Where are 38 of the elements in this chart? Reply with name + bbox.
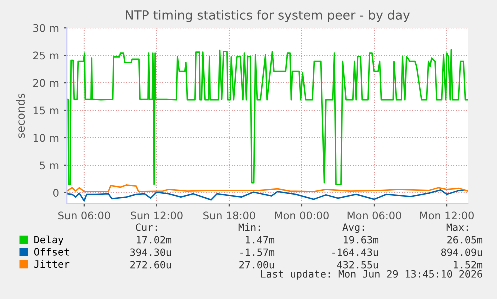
legend-label: Offset <box>34 248 70 256</box>
text: 894.09u <box>441 248 482 256</box>
legend-label: Jitter <box>34 260 70 268</box>
text: -1.57m <box>240 248 275 256</box>
x-tick-label: Mon 12:00 <box>420 212 474 220</box>
text: 26.05m <box>448 236 483 244</box>
line-series <box>67 189 468 202</box>
y-axis-title: seconds <box>16 94 26 138</box>
text: 27.00u <box>240 261 274 269</box>
x-tick-label: Sun 12:00 <box>131 212 183 220</box>
x-tick-label: Sun 18:00 <box>204 212 256 220</box>
y-tick-label: 30 m <box>34 24 59 32</box>
line-series <box>67 49 468 186</box>
x-tick-label: Mon 06:00 <box>348 212 402 220</box>
text: Avg: <box>342 224 364 234</box>
text: Cur: <box>136 224 158 232</box>
text: 19.63m <box>344 236 379 244</box>
legend-label: Delay <box>34 236 64 246</box>
text: 272.60u <box>130 261 172 269</box>
y-tick-label: 10 m <box>34 134 59 142</box>
chart-title: NTP timing statistics for system peer - by day <box>126 10 410 22</box>
text: Min: <box>238 224 260 232</box>
text: 394.30u <box>130 248 172 256</box>
y-tick-label: 0 <box>54 189 59 198</box>
y-tick-label: 15 m <box>34 106 59 115</box>
y-tick-label: 20 m <box>34 79 59 88</box>
x-tick-label: Sun 06:00 <box>58 212 110 220</box>
text: Last update: Mon Jun 29 13:45:10 2026 <box>261 270 482 280</box>
x-tick-label: Mon 00:00 <box>275 212 329 220</box>
text: -164.43u <box>332 248 378 256</box>
text: 1.52m <box>454 261 483 269</box>
y-tick-label: 5 m <box>40 162 59 170</box>
line-series <box>67 184 468 193</box>
text: 17.02m <box>137 236 172 244</box>
y-tick-label: 25 m <box>34 52 59 60</box>
text: 1.47m <box>246 236 275 244</box>
text: Max: <box>446 224 468 232</box>
text: 432.55u <box>337 261 378 269</box>
